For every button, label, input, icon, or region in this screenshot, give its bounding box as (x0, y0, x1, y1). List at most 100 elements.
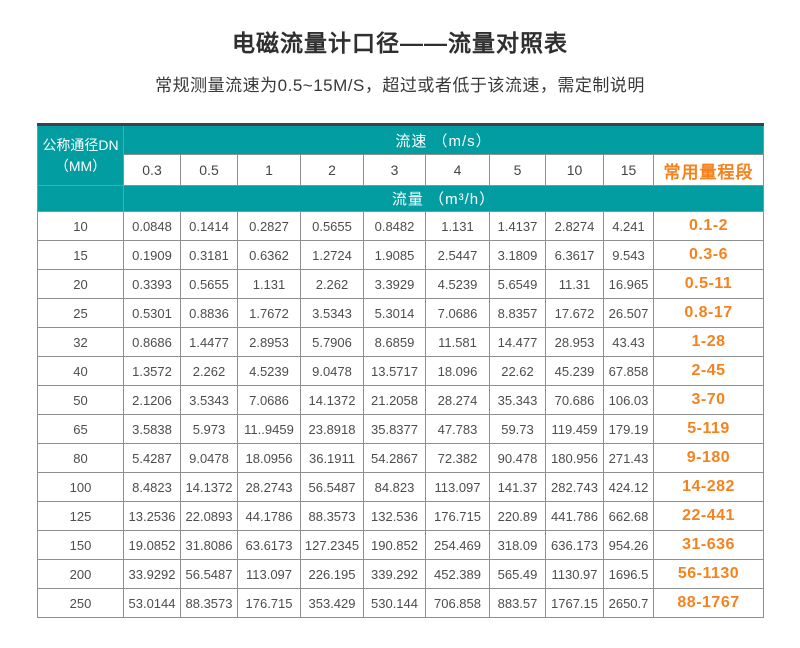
flow-value-cell: 31.8086 (180, 530, 238, 560)
flow-value-cell: 26.507 (603, 298, 654, 328)
dn-column-header: 公称通径DN （MM） (37, 124, 124, 186)
flow-value-cell: 19.0852 (123, 530, 181, 560)
flow-value-cell: 5.973 (180, 414, 238, 444)
range-cell: 0.3-6 (653, 240, 764, 270)
table-row: 200 33.9292 56.5487 113.097 226.195 339.292 45… (37, 559, 764, 589)
flow-value-cell: 0.8686 (123, 327, 181, 357)
flow-value-cell: 452.389 (425, 559, 490, 589)
flow-value-cell: 424.12 (603, 472, 654, 502)
range-cell: 31-636 (653, 530, 764, 560)
flow-value-cell: 318.09 (489, 530, 546, 560)
speed-header-cell: 10 (545, 154, 604, 186)
table-row: 65 3.5838 5.973 11..9459 23.8918 35.8377 47.78… (37, 414, 764, 444)
flow-value-cell: 4.5239 (425, 269, 490, 299)
flow-value-cell: 1.7672 (237, 298, 301, 328)
flow-value-cell: 63.6173 (237, 530, 301, 560)
flow-value-cell: 0.1909 (123, 240, 181, 270)
flow-value-cell: 176.715 (237, 588, 301, 618)
flow-value-cell: 2.8274 (545, 211, 604, 241)
flow-value-cell: 47.783 (425, 414, 490, 444)
flow-value-cell: 22.62 (489, 356, 546, 386)
speed-header-cell: 2 (300, 154, 364, 186)
flow-value-cell: 0.8482 (363, 211, 426, 241)
flow-value-cell: 18.096 (425, 356, 490, 386)
flow-value-cell: 5.3014 (363, 298, 426, 328)
flow-value-cell: 88.3573 (300, 501, 364, 531)
dn-cell: 32 (37, 327, 124, 357)
flow-value-cell: 141.37 (489, 472, 546, 502)
speed-header-cell: 4 (425, 154, 490, 186)
flow-value-cell: 220.89 (489, 501, 546, 531)
speed-header-cell: 0.3 (123, 154, 181, 186)
flow-value-cell: 0.2827 (237, 211, 301, 241)
velocity-header-row: 公称通径DN （MM） 流速 （m/s） (37, 124, 764, 186)
flow-value-cell: 2.5447 (425, 240, 490, 270)
flow-value-cell: 127.2345 (300, 530, 364, 560)
flow-value-cell: 3.5343 (300, 298, 364, 328)
flow-value-cell: 59.73 (489, 414, 546, 444)
flow-value-cell: 36.1911 (300, 443, 364, 473)
flow-value-cell: 6.3617 (545, 240, 604, 270)
flow-value-cell: 119.459 (545, 414, 604, 444)
flow-value-cell: 2650.7 (603, 588, 654, 618)
flow-value-cell: 3.1809 (489, 240, 546, 270)
flow-value-cell: 190.852 (363, 530, 426, 560)
flow-value-cell: 28.953 (545, 327, 604, 357)
page-subtitle: 常规测量流速为0.5~15M/S，超过或者低于该流速，需定制说明 (155, 76, 645, 95)
flow-value-cell: 565.49 (489, 559, 546, 589)
speed-values-row: 0.3 0.5 1 2 3 4 5 10 15 常用量程段 (38, 154, 764, 186)
flow-value-cell: 28.274 (425, 385, 490, 415)
flow-value-cell: 28.2743 (237, 472, 301, 502)
flow-value-cell: 180.956 (545, 443, 604, 473)
range-cell: 56-1130 (653, 559, 764, 589)
flow-value-cell: 113.097 (237, 559, 301, 589)
flow-value-cell: 4.5239 (237, 356, 301, 386)
flow-value-cell: 1.9085 (363, 240, 426, 270)
speed-header-cell: 5 (489, 154, 546, 186)
speed-header-cell: 0.5 (180, 154, 238, 186)
range-cell: 3-70 (653, 385, 764, 415)
flow-value-cell: 90.478 (489, 443, 546, 473)
flow-value-cell: 8.4823 (123, 472, 181, 502)
range-cell: 1-28 (653, 327, 764, 357)
page: 电磁流量计口径——流量对照表 常规测量流速为0.5~15M/S，超过或者低于该流… (0, 24, 800, 618)
flow-value-cell: 0.3393 (123, 269, 181, 299)
flow-value-cell: 0.5655 (180, 269, 238, 299)
flow-value-cell: 13.5717 (363, 356, 426, 386)
flow-value-cell: 23.8918 (300, 414, 364, 444)
table-row: 100 8.4823 14.1372 28.2743 56.5487 84.823 113.… (37, 472, 764, 502)
table-row: 50 2.1206 3.5343 7.0686 14.1372 21.2058 28.274… (37, 385, 764, 415)
flow-value-cell: 1.131 (237, 269, 301, 299)
table-row: 125 13.2536 22.0893 44.1786 88.3573 132.536 17… (37, 501, 764, 531)
flow-value-cell: 132.536 (363, 501, 426, 531)
dn-cell: 250 (37, 588, 124, 618)
range-cell: 22-441 (653, 501, 764, 531)
dn-cell: 125 (37, 501, 124, 531)
flow-value-cell: 3.5838 (123, 414, 181, 444)
flow-value-cell: 113.097 (425, 472, 490, 502)
flow-value-cell: 7.0686 (425, 298, 490, 328)
flow-value-cell: 1.4137 (489, 211, 546, 241)
flow-value-cell: 0.8836 (180, 298, 238, 328)
dn-cell: 10 (37, 211, 124, 241)
table-row: 80 5.4287 9.0478 18.0956 36.1911 54.2867 72.38… (37, 443, 764, 473)
table-row: 25 0.5301 0.8836 1.7672 3.5343 5.3014 7.0686 8.… (37, 298, 764, 328)
flow-value-cell: 176.715 (425, 501, 490, 531)
flow-value-cell: 13.2536 (123, 501, 181, 531)
speed-header-cell: 1 (237, 154, 301, 186)
dn-cell: 65 (37, 414, 124, 444)
flow-value-cell: 70.686 (545, 385, 604, 415)
flow-value-cell: 72.382 (425, 443, 490, 473)
range-cell: 14-282 (653, 472, 764, 502)
flow-value-cell: 1.3572 (123, 356, 181, 386)
flow-value-cell: 530.144 (363, 588, 426, 618)
table-row: 250 53.0144 88.3573 176.715 353.429 530.144 70… (37, 588, 764, 618)
table-row: 40 1.3572 2.262 4.5239 9.0478 13.5717 18.096 22… (37, 356, 764, 386)
flow-value-cell: 45.239 (545, 356, 604, 386)
flow-comparison-table: 公称通径DN （MM） 流速 （m/s） 0.3 0.5 1 2 3 4 5 10 15 常用量程… (37, 123, 764, 618)
dn-cell: 50 (37, 385, 124, 415)
speed-header-cell: 15 (603, 154, 654, 186)
table-row: 15 0.1909 0.3181 0.6362 1.2724 1.9085 2.5447 3.… (37, 240, 764, 270)
flow-value-cell: 14.1372 (300, 385, 364, 415)
flow-value-cell: 5.4287 (123, 443, 181, 473)
